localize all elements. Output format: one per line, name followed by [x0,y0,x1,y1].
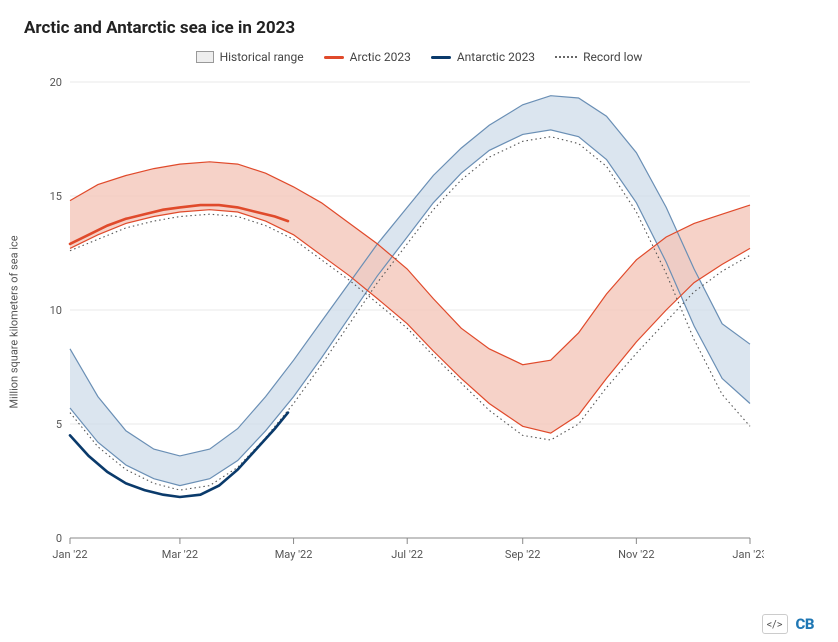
plot-area: Million square kilometers of sea ice 051… [24,72,764,572]
legend-item-historical: Historical range [196,50,304,64]
x-tick-label: Jan '23 [732,548,764,561]
legend-item-antarctic: Antarctic 2023 [431,50,535,64]
legend-item-arctic: Arctic 2023 [324,50,411,64]
y-tick-label: 15 [50,190,62,203]
footer-icons: </> CB [762,614,814,634]
legend-label-recordlow: Record low [583,50,642,64]
y-axis-label: Million square kilometers of sea ice [8,235,21,408]
legend-item-recordlow: Record low [555,50,642,64]
y-tick-label: 0 [56,532,62,545]
legend-label-historical: Historical range [220,50,304,64]
x-tick-label: Jan '22 [52,548,87,561]
x-tick-label: Mar '22 [162,548,198,561]
legend-swatch-area [196,51,214,63]
logo-cb: CB [796,615,814,633]
x-tick-label: May '22 [275,548,313,561]
legend-swatch-antarctic [431,56,451,59]
chart-svg: 0 5 10 15 20 Jan '22 Mar '22 May '22 Jul '22 Sep … [24,72,764,572]
y-tick-label: 10 [50,304,62,317]
legend-swatch-arctic [324,56,344,59]
legend-label-antarctic: Antarctic 2023 [457,50,535,64]
chart-container: Arctic and Antarctic sea ice in 2023 His… [0,0,838,642]
embed-icon[interactable]: </> [762,614,788,634]
legend-label-arctic: Arctic 2023 [350,50,411,64]
y-tick-label: 5 [56,418,62,431]
x-tick-label: Nov '22 [618,548,654,561]
legend: Historical range Arctic 2023 Antarctic 2… [24,50,814,64]
legend-swatch-dots [555,56,577,58]
y-tick-label: 20 [50,76,62,89]
chart-title: Arctic and Antarctic sea ice in 2023 [24,18,814,38]
x-tick-label: Sep '22 [505,548,541,561]
x-tick-label: Jul '22 [391,548,423,561]
